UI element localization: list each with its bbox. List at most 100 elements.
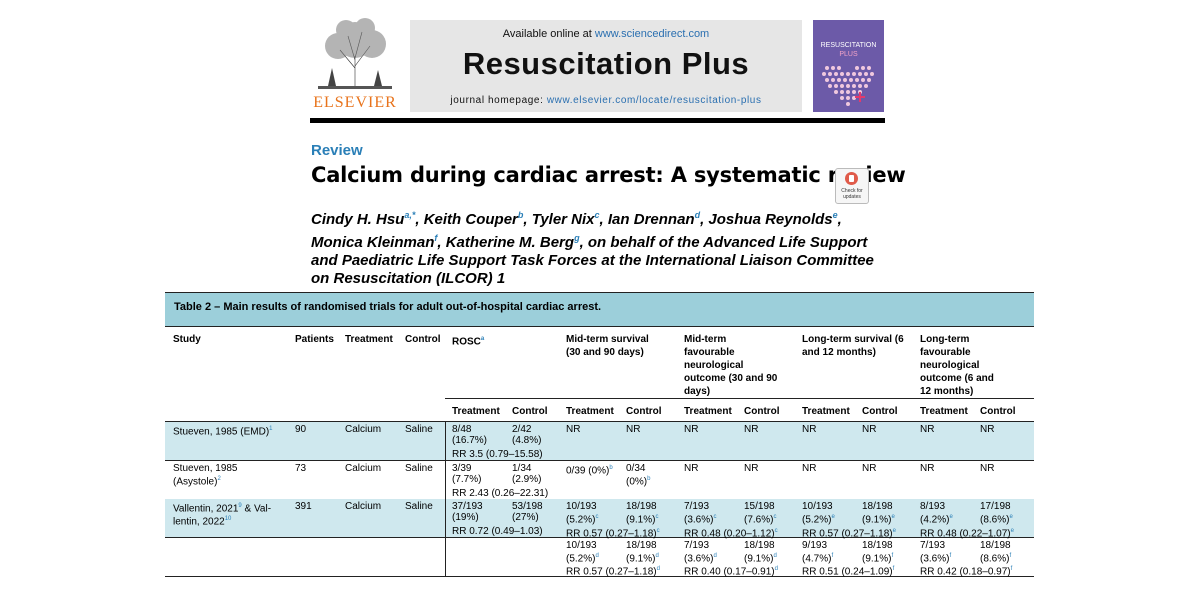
long-survival-control: 18/198 (9.1%)e [862, 501, 912, 525]
author[interactable]: Tyler Nix [531, 211, 595, 228]
footnote-link[interactable]: b [647, 476, 651, 482]
value: RR 0.57 (0.27–1.18) [566, 528, 657, 540]
author[interactable]: Joshua Reynolds [708, 211, 833, 228]
footnote-link[interactable]: c [656, 528, 660, 534]
footnote-link[interactable]: e [1010, 528, 1014, 534]
value: RR 0.40 (0.17–0.91) [684, 566, 775, 578]
mid-survival-rr: RR 0.57 (0.27–1.18)d [566, 564, 660, 577]
author-affil[interactable]: c [594, 210, 600, 220]
ref-link[interactable]: 10 [224, 516, 232, 523]
sub-treatment: Treatment [920, 406, 968, 417]
footnote-link[interactable]: d [655, 553, 659, 559]
treatment-cell: Calcium [345, 424, 382, 435]
mid-neuro-treatment: NR [684, 424, 699, 435]
mid-survival-control: 0/34 (0%)b [626, 463, 661, 487]
sub-treatment: Treatment [802, 406, 850, 417]
study-cell: Stueven, 1985 (EMD)1 [173, 424, 273, 437]
table-bottom-rule [165, 576, 1034, 577]
footnote-link[interactable]: d [595, 553, 599, 559]
value: 18/198 (9.1%) [626, 501, 657, 526]
footnote-link[interactable]: f [892, 566, 895, 572]
author[interactable]: Ian Drennan [607, 211, 695, 228]
long-neuro-control: 18/198 (8.6%)f [980, 540, 1030, 564]
available-prefix: Available online at [502, 28, 595, 40]
long-neuro-control: NR [980, 424, 995, 435]
study-name: Vallentin, 2021 [173, 503, 239, 515]
rosc-rr: RR 2.43 (0.26–22.31) [452, 488, 549, 499]
author[interactable]: Cindy H. Hsu [311, 211, 405, 228]
col-mid-neuro: Mid-term favourable neurological outcome… [684, 334, 778, 397]
author-affil[interactable]: f [434, 233, 438, 243]
author-affil[interactable]: a,* [404, 210, 416, 220]
mid-survival-control: 18/198 (9.1%)d [626, 540, 676, 564]
footnote-link[interactable]: f [949, 553, 952, 559]
rosc-treatment: 3/39 (7.7%) [452, 463, 482, 485]
rosc-control: 1/34 (2.9%) [512, 463, 542, 485]
sciencedirect-link[interactable]: www.sciencedirect.com [594, 28, 710, 40]
study-cell: Vallentin, 20219 & Val- lentin, 202210 [173, 501, 285, 528]
ref-link[interactable]: 1 [269, 426, 273, 432]
author[interactable]: Katherine M. Berg [445, 234, 575, 251]
control-cell: Saline [405, 463, 433, 474]
check-for-updates-button[interactable]: Check for updates [835, 168, 869, 204]
rosc-treatment: 37/193 (19%) [452, 501, 483, 523]
mid-survival-rr: RR 0.57 (0.27–1.18)c [566, 526, 660, 539]
col-rosc: ROSCa [452, 333, 484, 348]
footnote-link[interactable]: c [655, 514, 659, 520]
author-affil[interactable]: g [574, 233, 580, 243]
long-survival-control: 18/198 (9.1%)f [862, 540, 912, 564]
mid-neuro-control: 15/198 (7.6%)c [744, 501, 794, 525]
long-neuro-treatment: NR [920, 463, 935, 474]
mid-survival-treatment: 0/39 (0%)b [566, 463, 613, 476]
col-control: Control [405, 334, 441, 345]
mid-neuro-control: NR [744, 424, 759, 435]
footnote-link[interactable]: f [891, 553, 894, 559]
mid-survival-control: 18/198 (9.1%)c [626, 501, 676, 525]
footnote-link[interactable]: c [774, 528, 778, 534]
tree-icon [310, 18, 400, 93]
patients-cell: 73 [295, 463, 307, 474]
footnote-link[interactable]: e [891, 514, 895, 520]
publisher-wordmark[interactable]: ELSEVIER [313, 94, 397, 111]
sub-treatment: Treatment [566, 406, 614, 417]
footnote-link[interactable]: f [1010, 566, 1013, 572]
homepage-link[interactable]: www.elsevier.com/locate/resuscitation-pl… [546, 95, 762, 106]
footnote-link[interactable]: c [713, 514, 717, 520]
footnote-link[interactable]: d [773, 553, 777, 559]
footnote-link[interactable]: d [774, 566, 778, 572]
study-name: Stueven, 1985 (EMD) [173, 426, 270, 438]
cover-heart-icon [822, 66, 874, 106]
footnote-link[interactable]: e [831, 514, 835, 520]
footnote-link[interactable]: f [1009, 553, 1012, 559]
journal-cover[interactable]: RESUSCITATION PLUS [813, 20, 884, 112]
patients-cell: 391 [295, 501, 312, 512]
value: 18/198 (9.1%) [626, 540, 657, 565]
control-cell: Saline [405, 501, 433, 512]
footnote-link[interactable]: e [892, 528, 896, 534]
footnote-link[interactable]: c [773, 514, 777, 520]
author[interactable]: Keith Couper [423, 211, 518, 228]
author[interactable]: Monica Kleinman [311, 234, 435, 251]
author-affil[interactable]: d [694, 210, 701, 220]
footnote-link[interactable]: e [949, 514, 953, 520]
subheader-rule [445, 398, 1034, 399]
mid-neuro-treatment: 7/193 (3.6%)d [684, 540, 728, 564]
author-affil[interactable]: b [517, 210, 524, 220]
footnote-link[interactable]: f [831, 553, 834, 559]
footnote-link[interactable]: d [713, 553, 717, 559]
footnote-link[interactable]: d [656, 566, 660, 572]
footnote-link[interactable]: b [609, 465, 613, 471]
value: 7/193 (3.6%) [684, 540, 714, 565]
journal-homepage: journal homepage: www.elsevier.com/locat… [410, 95, 802, 106]
footnote-link[interactable]: c [595, 514, 599, 520]
author-tail-note: 1 [496, 270, 506, 287]
sub-control: Control [512, 406, 548, 417]
value: 0/34 (0%) [626, 463, 648, 488]
author-affil[interactable]: e [832, 210, 838, 220]
long-neuro-control: 17/198 (8.6%)e [980, 501, 1030, 525]
footnote-link[interactable]: e [1009, 514, 1013, 520]
ref-link[interactable]: 9 [238, 503, 242, 509]
long-survival-treatment: NR [802, 424, 817, 435]
ref-link[interactable]: 2 [217, 476, 221, 482]
study-name-2: lentin, 2022 [173, 516, 225, 528]
